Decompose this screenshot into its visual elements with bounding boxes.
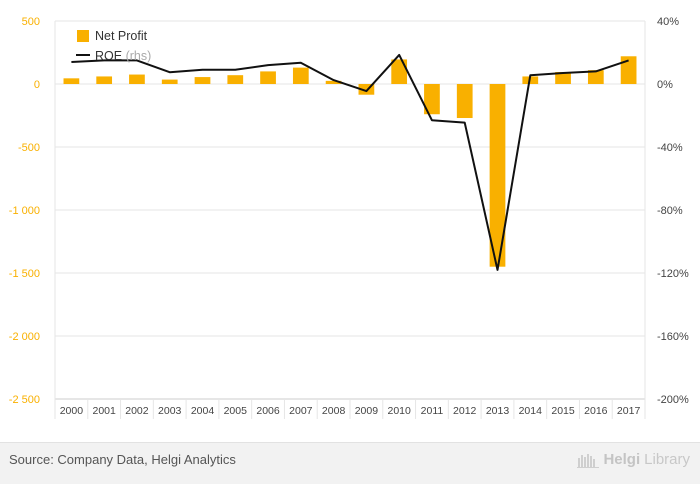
x-axis-tick-label: 2003 [158,405,182,417]
left-axis-tick-label: -500 [18,142,40,154]
x-axis-tick-label: 2000 [60,405,84,417]
footer-bar: Source: Company Data, Helgi Analytics He… [0,442,700,484]
x-axis-tick-label: 2002 [125,405,149,417]
bar-net-profit [424,84,440,115]
x-axis-tick-label: 2005 [224,405,248,417]
bar-net-profit [489,84,506,267]
x-axis-tick-label: 2009 [355,405,379,417]
left-axis-tick-label: -2 500 [9,394,40,406]
right-axis-tick-label: -120% [657,268,689,280]
chart-svg: 500 0 -500 -1 000 -1 500 -2 000 -2 500 40% 0% -40… [9,16,689,419]
x-axis-tick-label: 2001 [92,405,116,417]
line-roe [71,53,629,271]
legend-net-profit-swatch [77,30,89,42]
right-axis-tick-label: -200% [657,394,689,406]
bar-net-profit [194,77,211,84]
legend-net-profit-label: Net Profit [95,29,148,43]
source-text: Source: Company Data, Helgi Analytics [9,452,236,467]
bar-net-profit [456,84,473,119]
left-axis-tick-label: 500 [22,16,40,28]
x-axis-tick-label: 2010 [387,405,411,417]
right-axis-tick-label: -40% [657,142,683,154]
right-axis-tick-label: 40% [657,16,679,28]
legend-roe-suffix: (rhs) [126,49,152,63]
right-axis-tick-label: -160% [657,331,689,343]
x-axis-tick-label: 2004 [191,405,215,417]
bar-net-profit [391,59,408,84]
library-icon [577,453,600,468]
brand-logo: Helgi Library [577,451,690,468]
left-axis-tick-label: 0 [34,79,40,91]
bar-net-profit [325,80,342,84]
x-axis-tick-label: 2007 [289,405,313,417]
x-axis-tick-label: 2014 [519,405,543,417]
right-axis-tick-label: -80% [657,205,683,217]
bar-net-profit [555,72,571,84]
x-axis-tick-label: 2015 [551,405,575,417]
bar-net-profit [129,74,145,84]
left-axis-tick-label: -1 000 [9,205,40,217]
legend-roe-label: ROE (rhs) [95,49,151,63]
right-axis-tick-label: 0% [657,79,673,91]
bar-net-profit [260,71,276,84]
bar-net-profit [161,79,178,84]
x-axis-tick-label: 2011 [421,405,444,417]
left-axis-tick-label: -1 500 [9,268,40,280]
x-axis-tick-label: 2013 [486,405,510,417]
bar-net-profit [96,76,113,84]
bar-net-profit [292,67,309,84]
bar-net-profit [587,70,604,84]
x-axis-tick-label: 2012 [453,405,477,417]
brand-name-bold: Helgi [603,451,641,468]
left-axis-tick-label: -2 000 [9,331,40,343]
bar-net-profit [227,75,244,84]
x-axis-tick-label: 2008 [322,405,346,417]
x-axis-tick-label: 2017 [617,405,641,417]
bar-net-profit [358,84,375,95]
bar-net-profit [63,78,80,84]
bar-net-profit [620,56,637,84]
x-axis-tick-label: 2016 [584,405,608,417]
x-axis-tick-label: 2006 [256,405,280,417]
brand-name-light: Library [644,451,690,468]
